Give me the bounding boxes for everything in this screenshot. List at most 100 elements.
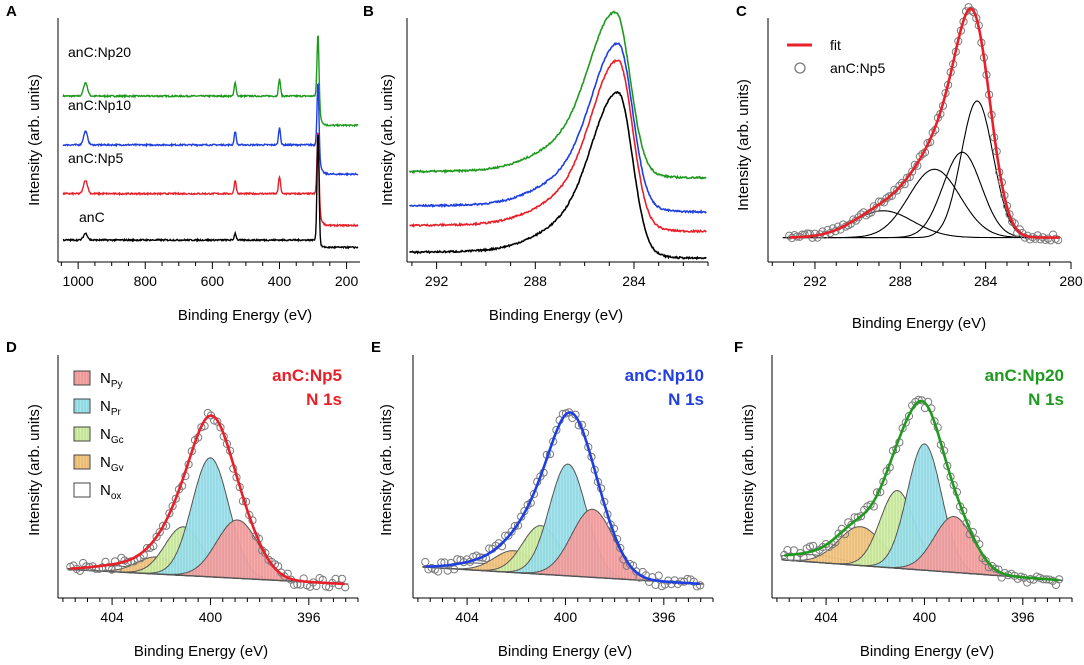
- c1s-line-3: [408, 90, 707, 261]
- c1s-line-2: [409, 59, 707, 234]
- x-tick-label: 404: [814, 609, 838, 625]
- panel-f-n1s-np20: F 404 400 396 Binding Energy (eV) Intensit…: [734, 339, 1073, 660]
- panel-d-plot-area: 404 400 396: [57, 355, 359, 625]
- panel-d-ylabel: Intensity (arb. units): [26, 404, 43, 536]
- x-tick-label: 800: [134, 273, 158, 289]
- legend-swatch-nox: [73, 482, 91, 498]
- series-label-anc: anC: [79, 209, 105, 225]
- panel-e-subtitle: N 1s: [668, 390, 704, 409]
- x-tick-label: 288: [889, 273, 913, 289]
- panel-e-xlabel: Binding Energy (eV): [498, 643, 632, 660]
- x-tick-label: 404: [100, 609, 124, 625]
- panel-b-c1s-spectra: B 292 288 284 Binding Energy (eV) Intensit…: [363, 3, 709, 324]
- panel-e-ylabel: Intensity (arb. units): [378, 404, 395, 536]
- panel-f-title: anC:Np20: [985, 366, 1064, 385]
- data-point: [158, 521, 168, 531]
- data-point: [107, 565, 117, 574]
- panel-b-ylabel: Intensity (arb. units): [379, 74, 396, 206]
- data-point: [421, 557, 430, 567]
- legend-marker-label: anC:Np5: [830, 60, 885, 76]
- legend-label-nox: Nox: [100, 482, 121, 502]
- legend-swatch-ngv: [73, 454, 91, 470]
- panel-a-xlabel: Binding Energy (eV): [178, 307, 312, 324]
- data-point: [1036, 235, 1045, 244]
- panel-c-xlabel: Binding Energy (eV): [852, 315, 986, 332]
- x-tick-label: 400: [268, 273, 292, 289]
- data-point: [696, 581, 705, 590]
- legend-swatch-npr: [73, 398, 91, 414]
- panel-f-xlabel: Binding Energy (eV): [860, 643, 994, 660]
- panel-label-e: E: [371, 339, 381, 356]
- survey-line-2: [62, 132, 359, 228]
- panel-label-b: B: [363, 3, 374, 20]
- data-point: [165, 509, 174, 518]
- data-point: [892, 186, 902, 195]
- n1s-fit-line-e: [425, 411, 700, 586]
- c1s-component-0: [782, 100, 1058, 239]
- legend-swatch-npy: [73, 370, 91, 386]
- legend-label-ngv: NGv: [100, 454, 124, 474]
- component-legend: NPy NPr NGc NGv Nox: [73, 370, 124, 502]
- panel-f-subtitle: N 1s: [1028, 390, 1064, 409]
- x-tick-label: 400: [554, 609, 578, 625]
- data-point: [786, 552, 795, 562]
- data-point: [443, 566, 452, 575]
- data-point: [908, 167, 917, 176]
- panel-e-plot-area: 404 400 396: [412, 355, 714, 625]
- data-point: [917, 396, 926, 405]
- panel-d-subtitle: N 1s: [306, 390, 342, 409]
- data-point: [654, 571, 663, 580]
- x-tick-label: 396: [297, 609, 321, 625]
- panel-f-ylabel: Intensity (arb. units): [740, 404, 757, 536]
- panel-label-c: C: [736, 3, 747, 20]
- legend-marker-swatch: [794, 62, 806, 74]
- data-point: [914, 395, 923, 404]
- x-tick-label: 292: [803, 273, 827, 289]
- n1s-fit-line-d: [70, 414, 345, 586]
- panel-a-ylabel: Intensity (arb. units): [26, 74, 43, 206]
- c1s-line-1: [409, 41, 707, 215]
- legend-label-npy: NPy: [100, 370, 123, 390]
- panel-a-survey-spectra: A 1000 800 600 400 200 Binding Energy (eV) I…: [6, 3, 360, 324]
- c1s-component-2: [782, 168, 1058, 239]
- legend-label-npr: NPr: [100, 398, 122, 418]
- panel-b-plot-area: 292 288 284: [406, 10, 709, 289]
- data-point: [785, 231, 794, 240]
- panel-a-plot-area: 1000 800 600 400 200: [57, 18, 360, 289]
- data-point: [632, 567, 641, 576]
- data-point: [991, 564, 1000, 573]
- panel-c-plot-area: 292 288 284 280: [767, 3, 1083, 289]
- legend-fit-label: fit: [830, 37, 841, 53]
- data-point: [805, 542, 815, 551]
- data-point: [446, 558, 455, 568]
- x-tick-label: 396: [652, 609, 676, 625]
- panel-c-ylabel: Intensity (arb. units): [735, 79, 752, 211]
- data-point: [337, 574, 347, 583]
- x-tick-label: 284: [974, 273, 998, 289]
- data-point: [450, 565, 459, 574]
- series-label-np10: anC:Np10: [68, 97, 131, 113]
- panel-d-n1s-np5: D 404 400 396 Binding Energy (eV) Intensit…: [6, 339, 359, 660]
- panel-f-plot-area: 404 400 396: [771, 355, 1073, 625]
- x-tick-label: 280: [1059, 273, 1083, 289]
- panel-d-xlabel: Binding Energy (eV): [134, 643, 268, 660]
- panel-c-c1s-fit: C 292 288 284 280 Binding Energy (eV) Inten…: [735, 3, 1083, 332]
- data-point: [895, 181, 904, 190]
- data-point: [341, 583, 350, 592]
- series-label-np5: anC:Np5: [68, 150, 123, 166]
- survey-line-1: [62, 82, 359, 177]
- panel-label-d: D: [6, 339, 17, 356]
- panel-b-xlabel: Binding Energy (eV): [489, 307, 623, 324]
- data-point: [114, 564, 123, 573]
- legend-label-ngc: NGc: [100, 426, 124, 446]
- panel-label-a: A: [6, 3, 17, 20]
- data-point: [1008, 217, 1017, 226]
- panel-e-title: anC:Np10: [625, 366, 704, 385]
- panel-d-title: anC:Np5: [272, 366, 342, 385]
- series-label-np20: anC:Np20: [68, 44, 131, 60]
- c1s-fit-line: [789, 7, 1060, 239]
- x-tick-label: 600: [201, 273, 225, 289]
- legend-swatch-ngc: [73, 426, 91, 442]
- c1s-line-0: [408, 10, 707, 180]
